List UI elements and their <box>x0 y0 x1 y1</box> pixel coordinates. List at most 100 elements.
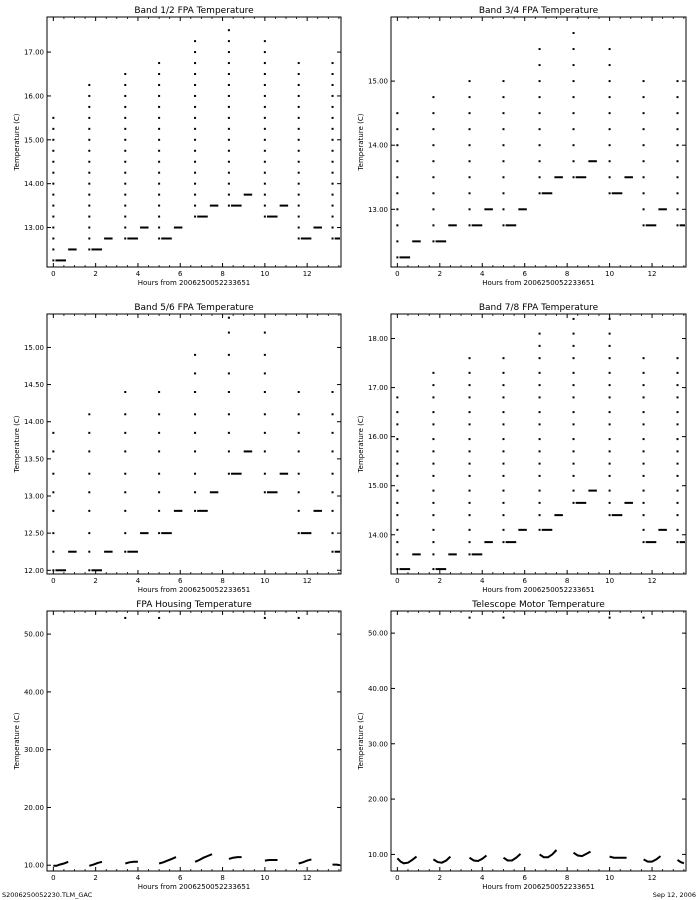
data-point <box>158 94 161 97</box>
data-point <box>608 384 611 387</box>
data-point <box>396 176 399 179</box>
data-point <box>158 83 161 86</box>
data-point <box>194 431 197 434</box>
data-point <box>432 144 435 147</box>
data-point <box>468 489 471 492</box>
data-point <box>538 128 541 131</box>
x-tick-label: 12 <box>648 874 657 882</box>
data-point <box>331 83 334 86</box>
data-point <box>396 224 399 227</box>
data-point <box>432 438 435 441</box>
x-tick-label: 2 <box>93 577 97 585</box>
data-point <box>331 160 334 163</box>
data-point <box>642 224 645 227</box>
data-point <box>331 237 334 240</box>
data-point <box>502 462 505 465</box>
data-point <box>396 396 399 399</box>
data-point <box>227 171 230 174</box>
data-point <box>642 528 645 531</box>
data-point <box>331 413 334 416</box>
data-point <box>396 568 399 571</box>
data-point <box>432 514 435 517</box>
data-point <box>572 160 575 163</box>
data-point <box>194 160 197 163</box>
data-point <box>297 616 300 619</box>
data-point <box>88 472 91 475</box>
data-point <box>194 83 197 86</box>
data-point <box>468 144 471 147</box>
data-point <box>502 112 505 115</box>
data-point <box>227 51 230 54</box>
y-axis-label: Temperature (C) <box>13 415 21 473</box>
data-point <box>396 256 399 259</box>
data-point <box>676 489 679 492</box>
x-tick-label: 8 <box>220 270 224 278</box>
data-point <box>538 489 541 492</box>
data-point <box>608 616 611 619</box>
data-point <box>297 193 300 196</box>
data-point <box>608 144 611 147</box>
data-point <box>52 431 55 434</box>
data-point <box>263 149 266 152</box>
data-point <box>676 450 679 453</box>
chart-title: Band 7/8 FPA Temperature <box>479 303 599 313</box>
x-tick-label: 12 <box>648 270 657 278</box>
plot-frame <box>46 313 342 575</box>
data-point <box>468 450 471 453</box>
y-tick-label: 15.00 <box>368 482 388 490</box>
data-point <box>468 176 471 179</box>
data-point <box>608 332 611 335</box>
data-point <box>263 450 266 453</box>
data-point <box>158 160 161 163</box>
x-tick-label: 0 <box>51 577 55 585</box>
data-point <box>331 149 334 152</box>
data-point <box>331 226 334 229</box>
data-point <box>124 204 127 207</box>
data-point <box>396 240 399 243</box>
x-tick-label: 10 <box>605 577 614 585</box>
data-point <box>52 569 55 572</box>
data-point <box>331 532 334 535</box>
data-point <box>468 160 471 163</box>
chart-title: FPA Housing Temperature <box>136 600 252 610</box>
data-point <box>538 332 541 335</box>
data-point <box>297 391 300 393</box>
data-point <box>227 353 230 356</box>
data-point <box>608 474 611 477</box>
data-point <box>297 182 300 185</box>
data-point <box>227 116 230 119</box>
data-point <box>52 550 55 553</box>
data-point <box>572 411 575 414</box>
data-point <box>572 32 575 35</box>
data-point <box>676 208 679 211</box>
data-point <box>297 73 300 76</box>
data-point <box>263 391 266 393</box>
data-point <box>642 396 645 399</box>
data-point <box>572 317 575 320</box>
data-point <box>88 450 91 453</box>
data-point <box>88 215 91 218</box>
data-point <box>396 112 399 115</box>
data-point <box>676 192 679 195</box>
data-point <box>263 431 266 434</box>
y-axis-label: Temperature (C) <box>357 415 365 473</box>
data-point <box>642 462 645 465</box>
data-point <box>88 550 91 553</box>
data-point <box>194 73 197 76</box>
x-tick-label: 2 <box>93 874 97 882</box>
data-point <box>227 204 230 207</box>
data-point <box>676 112 679 115</box>
x-tick-label: 12 <box>303 577 312 585</box>
data-point <box>158 105 161 108</box>
plot-frame <box>390 16 687 268</box>
data-point <box>194 40 197 43</box>
data-point <box>124 105 127 108</box>
y-tick-label: 13.00 <box>368 206 388 214</box>
data-point <box>468 501 471 504</box>
data-point <box>676 96 679 99</box>
data-point <box>676 474 679 477</box>
data-point <box>331 491 334 494</box>
data-point <box>194 51 197 54</box>
data-point <box>642 411 645 414</box>
data-point <box>331 550 334 553</box>
